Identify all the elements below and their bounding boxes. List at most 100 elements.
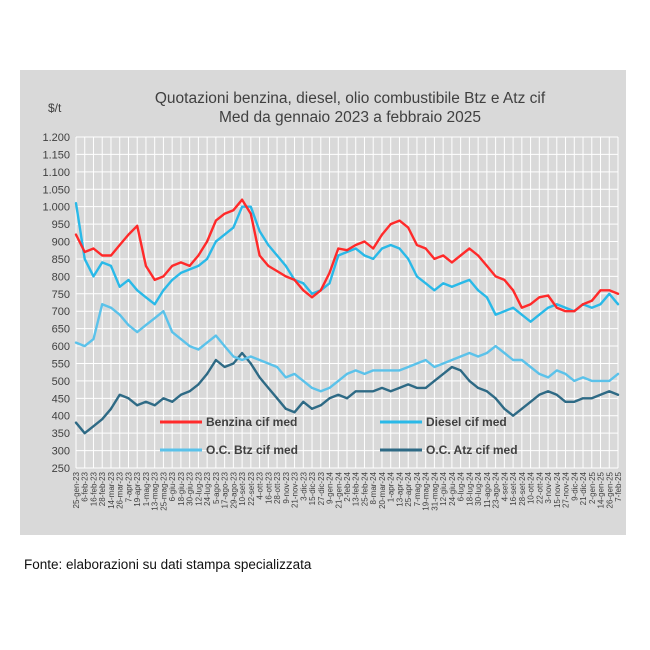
x-tick-label: 22-set-23: [247, 471, 256, 505]
x-tick-label: 9-gen-24: [326, 471, 335, 504]
x-tick-label: 28-set-24: [518, 471, 527, 505]
y-tick-label: 250: [52, 463, 70, 475]
x-tick-label: 3-nov-24: [544, 471, 553, 503]
y-axis-ticks: 1.200 1.150 1.100 1.050 1.000 950 900 850 800 750…: [42, 132, 70, 475]
x-tick-label: 8-mar-24: [369, 471, 378, 504]
y-tick-label: 900: [52, 237, 70, 249]
x-tick-label: 6-lug-24: [457, 471, 466, 501]
y-tick-label: 450: [52, 393, 70, 405]
y-tick-label: 1.150: [42, 149, 70, 161]
x-tick-label: 19-apr-23: [133, 471, 142, 506]
x-tick-label: 26-mar-23: [116, 471, 125, 508]
x-tick-label: 7-feb-25: [614, 471, 623, 501]
x-tick-label: 3-dic-23: [299, 471, 308, 500]
y-tick-label: 1.200: [42, 132, 70, 144]
legend-label: Diesel cif med: [426, 415, 507, 429]
x-tick-label: 31-mag-24: [430, 471, 439, 510]
x-tick-label: 10-ott-24: [527, 471, 536, 504]
legend-label: O.C. Btz cif med: [206, 443, 298, 457]
x-tick-label: 25-mag-23: [159, 471, 168, 510]
x-tick-label: 25-gen-23: [72, 471, 81, 508]
series-line-3: [74, 351, 620, 435]
x-tick-label: 24-giu-24: [448, 471, 457, 505]
y-tick-label: 300: [52, 446, 70, 458]
x-tick-label: 27-nov-24: [562, 471, 571, 508]
x-tick-label: 11-ago-24: [483, 471, 492, 507]
x-tick-label: 15-nov-24: [553, 471, 562, 508]
x-tick-label: 22-ott-24: [535, 471, 544, 504]
x-tick-label: 28-feb-23: [98, 471, 107, 506]
x-tick-label: 30-lug-24: [474, 471, 483, 505]
y-tick-label: 400: [52, 411, 70, 423]
y-axis-unit-label: $/t: [48, 101, 62, 115]
chart-title-line-2: Med da gennaio 2023 a febbraio 2025: [219, 109, 481, 126]
x-tick-label: 9-dic-24: [570, 471, 579, 500]
x-tick-label: 21-gen-24: [334, 471, 343, 508]
y-tick-label: 1.000: [42, 202, 70, 214]
series-lines: [74, 198, 620, 435]
x-tick-label: 6-feb-23: [81, 471, 90, 501]
y-tick-label: 950: [52, 219, 70, 231]
y-tick-label: 350: [52, 428, 70, 440]
y-tick-label: 600: [52, 341, 70, 353]
x-tick-label: 19-mag-24: [422, 471, 431, 510]
x-tick-label: 29-ago-23: [229, 471, 238, 508]
x-axis-ticks: 25-gen-23 6-feb-23 16-feb-23 28-feb-23 14-ma…: [72, 471, 623, 510]
x-tick-label: 21-nov-23: [291, 471, 300, 508]
x-tick-label: 13-apr-24: [395, 471, 404, 506]
x-tick-label: 21-dic-24: [579, 471, 588, 505]
x-tick-label: 25-apr-24: [404, 471, 413, 506]
x-tick-label: 2-gen-25: [588, 471, 597, 504]
x-tick-label: 12-giu-24: [439, 471, 448, 505]
x-tick-label: 30-giu-23: [186, 471, 195, 505]
y-tick-label: 500: [52, 376, 70, 388]
series-line-2: [74, 302, 620, 393]
x-tick-label: 5-ago-23: [212, 471, 221, 504]
y-tick-label: 750: [52, 289, 70, 301]
x-tick-label: 4-ott-23: [256, 471, 265, 499]
x-tick-label: 4-set-24: [500, 471, 509, 501]
x-tick-label: 20-mar-24: [378, 471, 387, 508]
series-line-0: [74, 198, 620, 313]
x-tick-label: 27-dic-23: [317, 471, 326, 505]
legend-label: Benzina cif med: [206, 415, 297, 429]
x-tick-label: 16-feb-23: [89, 471, 98, 506]
x-tick-label: 7-mag-24: [413, 471, 422, 506]
y-tick-label: 1.100: [42, 167, 70, 179]
y-tick-label: 800: [52, 271, 70, 283]
y-tick-label: 650: [52, 324, 70, 336]
series-line-1: [74, 201, 620, 323]
source-note: Fonte: elaborazioni su dati stampa speci…: [24, 557, 312, 572]
x-tick-label: 26-gen-25: [605, 471, 614, 508]
x-tick-label: 16-ott-23: [264, 471, 273, 504]
x-tick-label: 6-giu-23: [168, 471, 177, 501]
grid: [75, 136, 619, 469]
y-tick-label: 550: [52, 358, 70, 370]
x-tick-label: 13-feb-24: [352, 471, 361, 506]
legend: Benzina cif med Diesel cif med O.C. Btz ci…: [160, 415, 518, 457]
chart-panel: $/t Quotazioni benzina, diesel, olio com…: [20, 70, 626, 535]
x-tick-label: 14-gen-25: [597, 471, 606, 508]
chart-title-line-1: Quotazioni benzina, diesel, olio combust…: [155, 90, 546, 107]
x-tick-label: 15-dic-23: [308, 471, 317, 505]
x-tick-label: 7-apr-23: [124, 471, 133, 502]
x-tick-label: 18-giu-23: [177, 471, 186, 505]
x-tick-label: 14-mar-23: [107, 471, 116, 508]
legend-label: O.C. Atz cif med: [426, 443, 518, 457]
y-tick-label: 850: [52, 254, 70, 266]
x-tick-label: 10-set-23: [238, 471, 247, 505]
x-tick-label: 12-lug-23: [194, 471, 203, 505]
x-tick-label: 9-nov-23: [282, 471, 291, 503]
y-tick-label: 1.050: [42, 184, 70, 196]
x-tick-label: 16-set-24: [509, 471, 518, 505]
y-tick-label: 700: [52, 306, 70, 318]
line-chart: $/t Quotazioni benzina, diesel, olio com…: [42, 90, 623, 511]
x-tick-label: 23-ago-24: [492, 471, 501, 508]
x-tick-label: 25-feb-24: [360, 471, 369, 506]
x-tick-label: 1-mag-23: [142, 471, 151, 506]
x-tick-label: 13-mag-23: [151, 471, 160, 510]
x-tick-label: 2-feb-24: [343, 471, 352, 501]
x-tick-label: 24-lug-23: [203, 471, 212, 505]
x-tick-label: 18-lug-24: [465, 471, 474, 505]
x-tick-label: 28-ott-23: [273, 471, 282, 504]
